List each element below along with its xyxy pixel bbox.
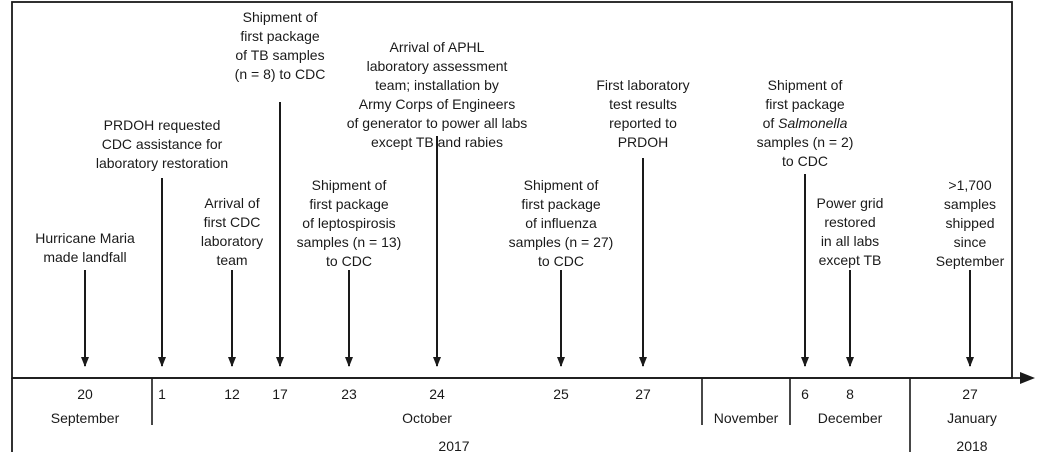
event-label-6-line-0: Shipment of: [524, 177, 599, 193]
event-label-8-line-3: samples (n = 2): [757, 134, 854, 150]
event-label-3-line-3: (n = 8) to CDC: [235, 66, 326, 82]
event-label-7-line-0: First laboratory: [596, 77, 689, 93]
month-label-january: January: [947, 410, 997, 426]
event-label-9-line-2: in all labs: [821, 233, 879, 249]
event-label-8-line-4: to CDC: [782, 153, 828, 169]
event-label-6-line-2: of influenza: [525, 215, 597, 231]
event-label-6-line-1: first package: [521, 196, 601, 212]
event-label-5-line-5: except TB and rabies: [371, 134, 503, 150]
event-label-5-line-1: laboratory assessment: [367, 58, 508, 74]
event-label-9-line-0: Power grid: [817, 195, 884, 211]
day-tick-6: 25: [553, 386, 569, 402]
day-tick-10: 27: [962, 386, 978, 402]
event-label-10-line-2: shipped: [945, 215, 994, 231]
day-tick-4: 23: [341, 386, 357, 402]
year-label-2017: 2017: [438, 438, 469, 454]
event-label-6-line-3: samples (n = 27): [509, 234, 614, 250]
event-label-10-line-0: >1,700: [948, 177, 991, 193]
event-label-4-line-2: of leptospirosis: [302, 215, 395, 231]
event-label-0-line-1: made landfall: [43, 249, 126, 265]
event-label-3-line-1: first package: [240, 28, 320, 44]
event-label-1-line-1: CDC assistance for: [102, 136, 223, 152]
event-label-2-line-0: Arrival of: [204, 195, 259, 211]
event-label-4-line-0: Shipment of: [312, 177, 387, 193]
event-label-2-line-1: first CDC: [204, 214, 261, 230]
event-label-10-line-4: September: [936, 253, 1005, 269]
event-label-7-line-2: reported to: [609, 115, 677, 131]
day-tick-3: 17: [272, 386, 288, 402]
day-tick-9: 8: [846, 386, 854, 402]
year-label-2018: 2018: [956, 438, 987, 454]
month-label-september: September: [51, 410, 120, 426]
event-label-3-line-2: of TB samples: [235, 47, 324, 63]
event-label-7-line-3: PRDOH: [618, 134, 669, 150]
event-label-5-line-4: of generator to power all labs: [347, 115, 528, 131]
day-tick-1: 1: [158, 386, 166, 402]
event-label-8-line-1: first package: [765, 96, 845, 112]
event-label-4-line-4: to CDC: [326, 253, 372, 269]
event-label-8-line-0: Shipment of: [768, 77, 843, 93]
event-label-9-line-1: restored: [824, 214, 875, 230]
day-tick-7: 27: [635, 386, 651, 402]
day-tick-0: 20: [77, 386, 93, 402]
event-label-8-line-2: of Salmonella: [763, 115, 848, 131]
event-label-4-line-1: first package: [309, 196, 389, 212]
event-label-5-line-0: Arrival of APHL: [390, 39, 485, 55]
event-label-10-line-1: samples: [944, 196, 996, 212]
event-label-5-line-2: team; installation by: [375, 77, 499, 93]
month-label-december: December: [818, 410, 883, 426]
event-label-4-line-3: samples (n = 13): [297, 234, 402, 250]
event-label-9-line-3: except TB: [819, 252, 882, 268]
day-tick-2: 12: [224, 386, 240, 402]
event-label-6-line-4: to CDC: [538, 253, 584, 269]
month-label-october: October: [402, 410, 452, 426]
event-label-3-line-0: Shipment of: [243, 9, 318, 25]
event-label-0-line-0: Hurricane Maria: [35, 230, 135, 246]
month-label-november: November: [714, 410, 779, 426]
event-label-10-line-3: since: [954, 234, 987, 250]
event-label-7-line-1: test results: [609, 96, 677, 112]
axis-arrowhead-icon: [1020, 372, 1035, 384]
day-tick-8: 6: [801, 386, 809, 402]
event-label-2-line-3: team: [216, 252, 247, 268]
event-label-5-line-3: Army Corps of Engineers: [359, 96, 515, 112]
day-tick-5: 24: [429, 386, 445, 402]
event-label-1-line-2: laboratory restoration: [96, 155, 228, 171]
event-label-2-line-2: laboratory: [201, 233, 263, 249]
event-label-1-line-0: PRDOH requested: [104, 117, 221, 133]
